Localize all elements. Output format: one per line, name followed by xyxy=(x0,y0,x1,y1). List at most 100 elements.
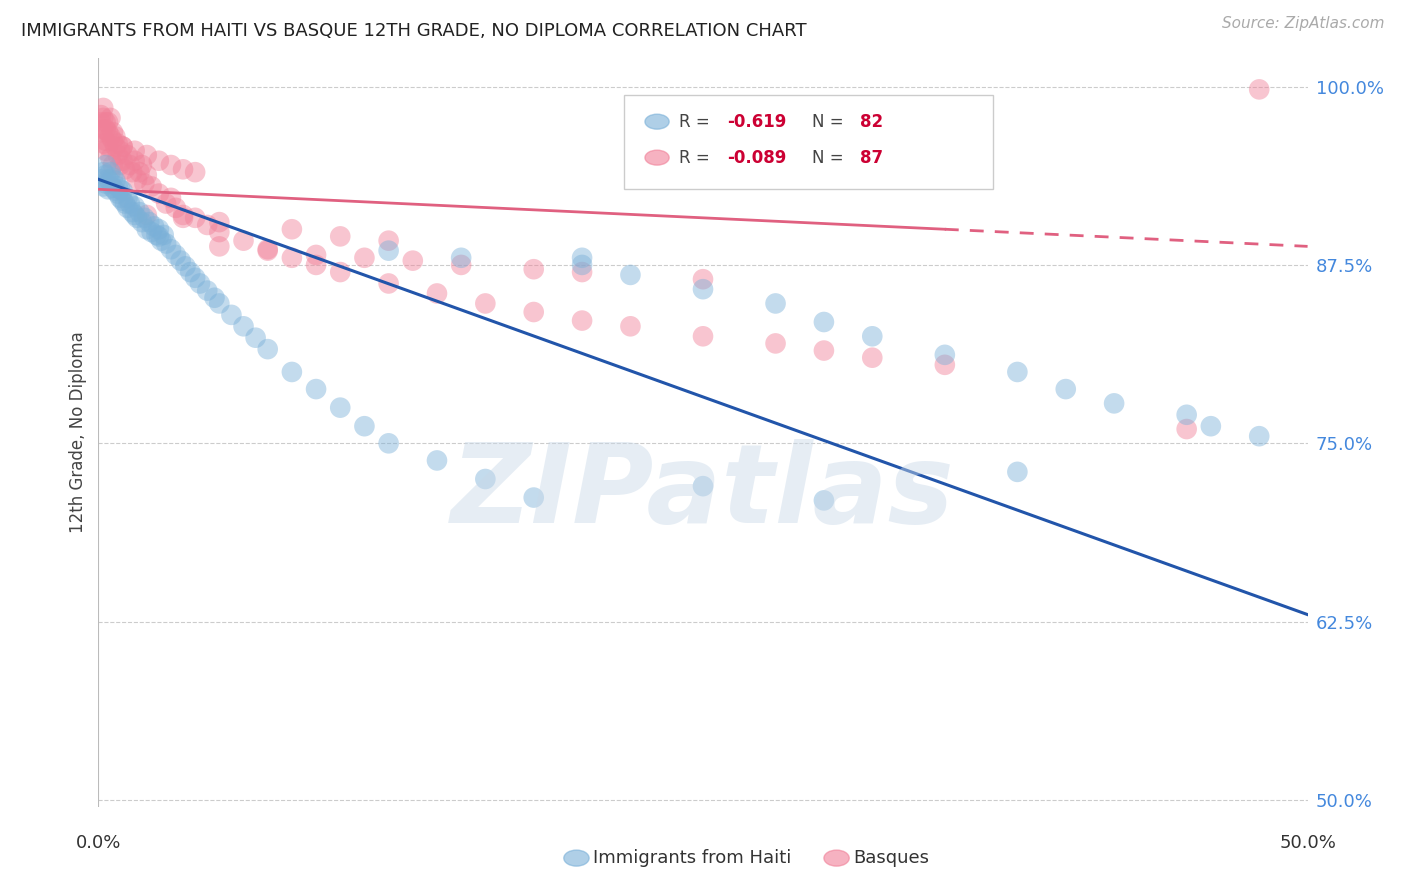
Point xyxy=(1175,422,1198,436)
Point xyxy=(1102,396,1125,410)
Point xyxy=(329,401,352,415)
Point xyxy=(765,336,787,351)
Point xyxy=(111,139,134,153)
Point xyxy=(100,129,122,144)
Point xyxy=(91,165,114,179)
Point xyxy=(90,115,112,129)
Point xyxy=(100,175,122,189)
Point xyxy=(934,348,956,362)
Point xyxy=(329,229,352,244)
Text: -0.619: -0.619 xyxy=(727,112,786,130)
Point xyxy=(813,343,835,358)
Text: R =: R = xyxy=(679,149,714,167)
Point xyxy=(232,234,254,248)
Point xyxy=(208,296,231,310)
Point xyxy=(94,115,117,129)
Point xyxy=(135,148,157,162)
Point xyxy=(135,208,157,222)
Point xyxy=(232,319,254,334)
Point xyxy=(117,201,139,215)
Point xyxy=(571,265,593,279)
Point xyxy=(523,305,546,319)
Point xyxy=(138,215,160,229)
Point xyxy=(131,158,153,172)
Point xyxy=(141,179,163,194)
Point xyxy=(111,153,134,168)
Point xyxy=(305,382,328,396)
Point xyxy=(97,125,120,139)
Point xyxy=(179,265,201,279)
Point xyxy=(692,479,714,493)
Point xyxy=(188,277,211,291)
Point xyxy=(128,205,150,219)
Point xyxy=(155,196,177,211)
Point xyxy=(107,136,129,151)
Point xyxy=(117,148,139,162)
Point xyxy=(165,201,187,215)
Point xyxy=(208,239,231,253)
Circle shape xyxy=(645,150,669,165)
Point xyxy=(101,158,124,172)
Text: -0.089: -0.089 xyxy=(727,149,786,167)
Point xyxy=(134,211,156,225)
Point xyxy=(155,236,177,251)
Point xyxy=(101,125,124,139)
Point xyxy=(91,179,114,194)
Point xyxy=(108,158,131,172)
Point xyxy=(107,179,129,194)
Point xyxy=(281,251,304,265)
Point xyxy=(128,165,150,179)
Y-axis label: 12th Grade, No Diploma: 12th Grade, No Diploma xyxy=(69,332,87,533)
Point xyxy=(377,436,399,450)
Text: IMMIGRANTS FROM HAITI VS BASQUE 12TH GRADE, NO DIPLOMA CORRELATION CHART: IMMIGRANTS FROM HAITI VS BASQUE 12TH GRA… xyxy=(21,22,807,40)
Point xyxy=(329,265,352,279)
Point xyxy=(1175,408,1198,422)
Point xyxy=(135,222,157,236)
Point xyxy=(692,282,714,296)
Point xyxy=(148,186,170,201)
Point xyxy=(150,234,173,248)
Point xyxy=(281,222,304,236)
Point xyxy=(108,182,131,196)
Point xyxy=(934,358,956,372)
Point xyxy=(148,229,170,244)
Point xyxy=(256,342,278,356)
Point xyxy=(94,158,117,172)
Point xyxy=(148,153,170,168)
Text: 50.0%: 50.0% xyxy=(1279,834,1336,852)
Point xyxy=(1249,429,1271,443)
Point xyxy=(195,284,218,298)
Point xyxy=(184,165,207,179)
Point xyxy=(107,186,129,201)
Text: N =: N = xyxy=(811,149,849,167)
Text: 0.0%: 0.0% xyxy=(76,834,121,852)
Point xyxy=(104,174,127,188)
Point xyxy=(377,234,399,248)
Point xyxy=(160,158,183,172)
Point xyxy=(91,101,114,115)
Point xyxy=(160,242,183,256)
Point xyxy=(135,168,157,182)
Point xyxy=(160,191,183,205)
Point xyxy=(94,177,117,191)
Point xyxy=(91,136,114,151)
Point xyxy=(813,315,835,329)
Point xyxy=(124,144,146,158)
Point xyxy=(97,182,120,196)
Point xyxy=(114,196,136,211)
Point xyxy=(1007,465,1029,479)
Point xyxy=(91,111,114,125)
Point xyxy=(426,286,449,301)
Point xyxy=(1054,382,1077,396)
Point xyxy=(104,139,127,153)
Point xyxy=(221,308,243,322)
Point xyxy=(117,191,139,205)
Point xyxy=(353,251,375,265)
Point xyxy=(124,208,146,222)
Point xyxy=(111,139,134,153)
Point xyxy=(305,258,328,272)
Point xyxy=(111,194,134,208)
Point xyxy=(111,184,134,198)
Point xyxy=(377,244,399,258)
Point xyxy=(118,158,141,172)
